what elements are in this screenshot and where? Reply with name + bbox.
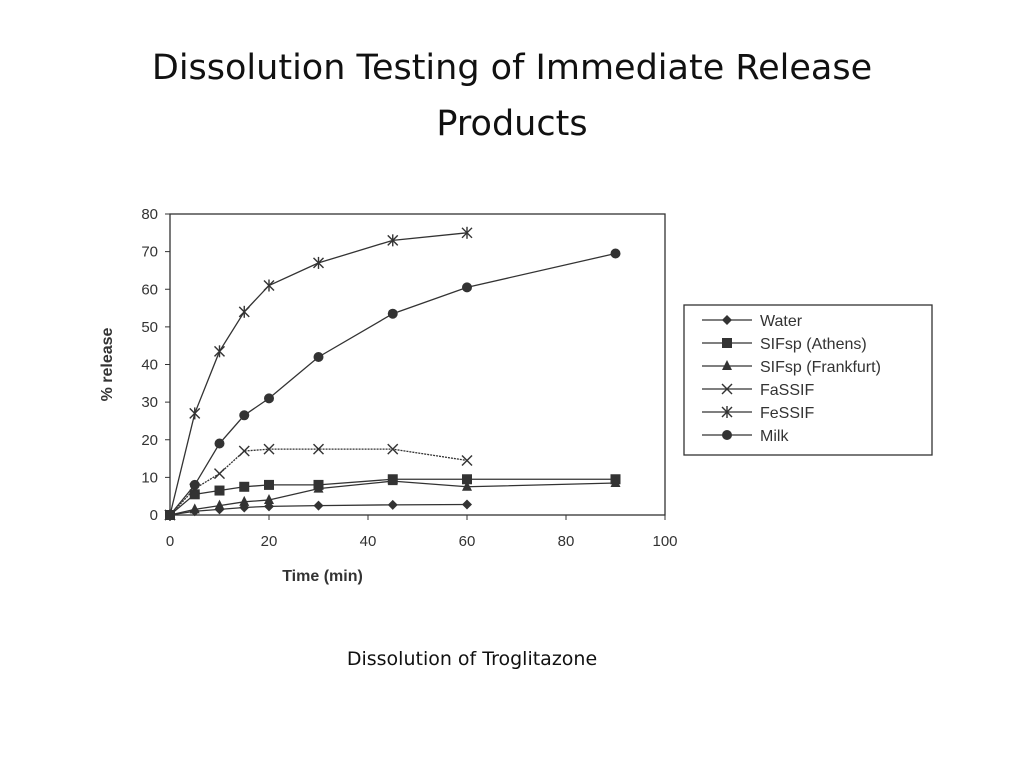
y-tick-label: 10: [141, 469, 158, 486]
data-point-triangle: [610, 477, 621, 488]
data-point-circle: [189, 479, 200, 490]
y-tick-label: 30: [141, 394, 158, 411]
data-point-circle: [387, 308, 398, 319]
data-point-circle: [165, 510, 175, 520]
data-point-square: [264, 479, 274, 490]
legend-label: SIFsp (Frankfurt): [760, 359, 881, 376]
legend-label: Milk: [760, 428, 789, 445]
data-point-x: [238, 445, 250, 457]
y-tick-label: 0: [150, 507, 158, 524]
data-point-triangle: [722, 360, 732, 370]
data-point-circle: [722, 430, 732, 440]
data-point-circle: [264, 393, 274, 404]
data-point-star: [263, 279, 275, 292]
series-fessif: [164, 226, 473, 521]
legend-box: [683, 304, 933, 456]
data-point-triangle: [313, 482, 324, 493]
x-tick-label: 100: [652, 533, 677, 550]
figure-caption: Dissolution of Troglitazone: [346, 648, 598, 670]
axes-layer: 0 10 20 30 40 50 60 70 80 0 20 40 60 80 100 Time (min)%…: [99, 206, 678, 585]
slide-title-line-1: Dissolution Testing of Immediate Release: [151, 48, 873, 88]
data-point-x: [721, 383, 733, 395]
data-point-square: [722, 338, 732, 348]
data-point-triangle: [264, 493, 274, 504]
x-tick-label: 40: [360, 533, 377, 550]
legend-label: SIFsp (Athens): [760, 336, 867, 353]
data-point-circle: [214, 438, 225, 449]
data-point-diamond: [313, 500, 324, 511]
data-point-star: [387, 234, 399, 247]
data-point-star: [189, 407, 201, 420]
data-point-triangle: [239, 495, 250, 506]
series-water: [165, 499, 472, 520]
data-point-star: [313, 256, 324, 269]
y-tick-label: 20: [141, 432, 158, 449]
data-point-star: [238, 305, 250, 318]
legend-item-fassif: FaSSIF: [702, 382, 814, 399]
legend-item-sifsp-frankfurt: SIFsp (Frankfurt): [702, 359, 881, 376]
series-milk: [165, 248, 621, 520]
data-point-diamond: [722, 315, 732, 325]
data-point-star: [214, 345, 225, 358]
data-point-x: [313, 443, 324, 455]
x-tick-label: 20: [261, 533, 278, 550]
series-sifsp-frankfurt: [165, 475, 621, 519]
data-point-square: [462, 474, 472, 485]
data-point-square: [239, 481, 250, 492]
legend-item-sifsp-athens: SIFsp (Athens): [702, 336, 867, 353]
y-axis-label: % release: [99, 327, 116, 401]
data-point-star: [461, 226, 473, 239]
series-line: [169, 480, 616, 516]
x-tick-label: 0: [166, 533, 174, 550]
data-point-x: [461, 454, 473, 466]
data-point-circle: [313, 351, 324, 362]
legend-item-water: Water: [702, 313, 803, 330]
data-point-square: [214, 485, 225, 496]
data-point-circle: [462, 282, 472, 293]
y-tick-label: 80: [141, 206, 158, 223]
data-point-diamond: [462, 499, 472, 510]
series-layer: [164, 226, 621, 521]
legend: Water SIFsp (Athens) SIFsp (Frankfurt) FaSS…: [683, 304, 933, 456]
data-point-triangle: [462, 480, 472, 491]
x-tick-label: 80: [558, 533, 575, 550]
data-point-diamond: [387, 499, 398, 510]
data-point-square: [189, 489, 200, 500]
data-point-x: [387, 443, 399, 455]
data-point-circle: [610, 248, 621, 259]
legend-label: FaSSIF: [760, 382, 814, 399]
legend-label: Water: [760, 313, 803, 330]
legend-label: FeSSIF: [760, 405, 814, 422]
data-point-x: [214, 468, 225, 480]
slide-title: Dissolution Testing of Immediate Release…: [0, 40, 1024, 152]
x-tick-label: 60: [459, 533, 476, 550]
y-tick-label: 70: [141, 244, 158, 261]
data-point-circle: [239, 410, 250, 421]
y-tick-label: 50: [141, 319, 158, 336]
legend-item-fessif: FeSSIF: [702, 405, 814, 422]
y-tick-label: 60: [141, 281, 158, 298]
data-point-star: [721, 406, 733, 418]
data-point-triangle: [189, 503, 200, 514]
data-point-x: [263, 443, 275, 455]
series-line: [169, 232, 468, 516]
y-tick-label: 40: [141, 357, 158, 374]
legend-item-milk: Milk: [702, 428, 789, 445]
data-point-triangle: [387, 475, 398, 486]
data-point-triangle: [214, 499, 225, 510]
x-axis-label: Time (min): [282, 568, 363, 585]
slide-title-line-2: Products: [436, 104, 588, 144]
